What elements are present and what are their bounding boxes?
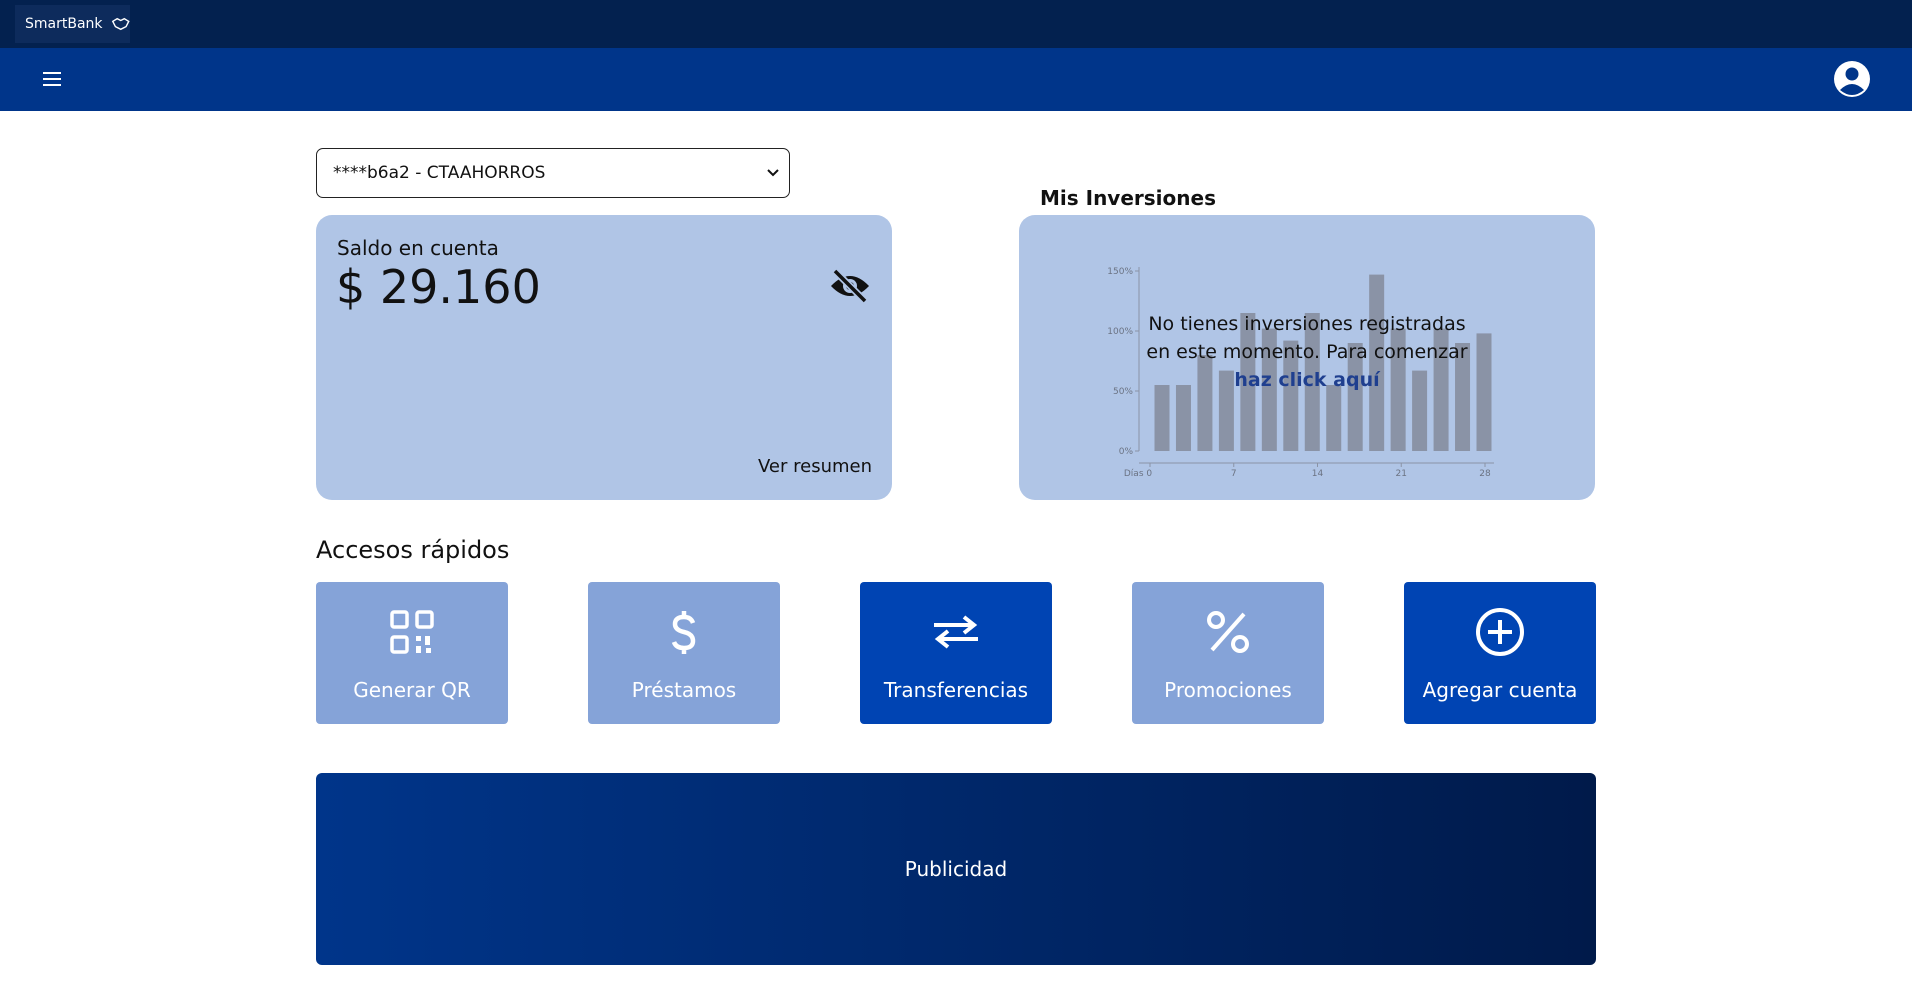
investments-message-text: No tienes inversiones registradas en est… xyxy=(1146,313,1468,363)
tile-qr[interactable]: Generar QR xyxy=(316,582,508,724)
tile-transfers[interactable]: Transferencias xyxy=(860,582,1052,724)
profile-button[interactable] xyxy=(1833,60,1871,98)
balance-label: Saldo en cuenta xyxy=(337,236,499,260)
brand-badge[interactable]: SmartBank xyxy=(15,5,130,43)
tile-label: Promociones xyxy=(1164,678,1292,702)
quick-access-title: Accesos rápidos xyxy=(316,536,510,564)
tile-promos[interactable]: Promociones xyxy=(1132,582,1324,724)
qr-icon xyxy=(390,610,434,654)
banner-text: Publicidad xyxy=(904,857,1008,881)
investments-title: Mis Inversiones xyxy=(1040,186,1216,210)
transfer-icon xyxy=(934,615,978,649)
brand-logo xyxy=(111,17,130,31)
tile-loans[interactable]: Préstamos xyxy=(588,582,780,724)
ad-banner[interactable]: Publicidad xyxy=(316,773,1596,965)
add-icon xyxy=(1476,608,1524,656)
hide-balance-button[interactable] xyxy=(829,268,871,304)
dollar-icon xyxy=(671,611,696,654)
investments-message: No tienes inversiones registradas en est… xyxy=(1137,310,1477,394)
investments-link[interactable]: haz click aquí xyxy=(1234,369,1380,391)
account-select[interactable]: ****b6a2 - CTAAHORROS xyxy=(316,148,790,198)
tile-label: Agregar cuenta xyxy=(1422,678,1578,702)
nav-bar xyxy=(0,48,1912,111)
tile-label: Préstamos xyxy=(631,678,737,702)
menu-button[interactable] xyxy=(42,70,62,88)
summary-link[interactable]: Ver resumen xyxy=(758,456,872,477)
tile-label: Transferencias xyxy=(883,678,1029,702)
tile-add-account[interactable]: Agregar cuenta xyxy=(1404,582,1596,724)
balance-amount: $ 29.160 xyxy=(336,260,541,314)
brand-name: SmartBank xyxy=(25,16,103,32)
select-arrow xyxy=(767,169,779,177)
balance-card xyxy=(316,215,892,500)
top-bar xyxy=(0,0,1912,48)
tile-label: Generar QR xyxy=(353,678,471,702)
account-select-value: ****b6a2 - CTAAHORROS xyxy=(333,163,546,183)
percent-icon xyxy=(1207,611,1249,653)
